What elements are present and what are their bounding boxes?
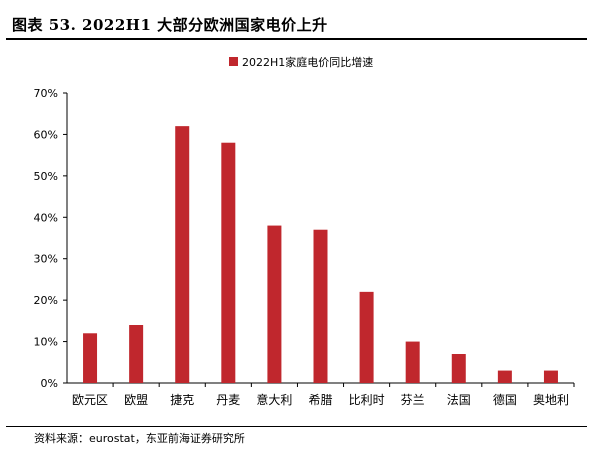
x-tick-label: 法国 bbox=[447, 393, 471, 407]
x-tick-label: 欧盟 bbox=[124, 393, 148, 407]
x-tick-label: 德国 bbox=[493, 392, 517, 407]
x-tick-label: 意大利 bbox=[256, 392, 292, 407]
y-tick-label: 0% bbox=[41, 377, 58, 390]
bar bbox=[175, 126, 190, 384]
x-tick-label: 丹麦 bbox=[216, 393, 240, 407]
y-tick-label: 30% bbox=[34, 253, 58, 266]
y-tick-label: 70% bbox=[34, 87, 58, 100]
bar bbox=[497, 370, 512, 383]
title-row: 图表 53. 2022H1 大部分欧洲国家电价上升 bbox=[6, 6, 587, 40]
bar bbox=[313, 229, 328, 383]
bar bbox=[543, 370, 558, 383]
bar bbox=[129, 325, 144, 383]
x-tick-label: 捷克 bbox=[170, 393, 194, 407]
bar bbox=[405, 341, 420, 383]
legend-swatch bbox=[229, 57, 238, 66]
y-tick-label: 60% bbox=[34, 128, 58, 141]
legend-label: 2022H1家庭电价同比增速 bbox=[242, 55, 373, 69]
bar bbox=[267, 225, 282, 383]
source-divider bbox=[6, 426, 587, 427]
bar-chart: 0% 10% 20% 30% 40% 50% 60% 70% 欧元区 欧盟 捷克 丹麦 意大利 希腊 比利时… bbox=[34, 55, 575, 407]
x-tick-label: 比利时 bbox=[349, 393, 385, 407]
y-tick-label: 50% bbox=[34, 170, 58, 183]
x-tick-label: 欧元区 bbox=[72, 393, 108, 407]
source-note: 资料来源：eurostat，东亚前海证券研究所 bbox=[34, 432, 245, 445]
x-tick-label: 希腊 bbox=[308, 392, 332, 407]
y-tick-label: 20% bbox=[34, 294, 58, 307]
x-tick-label: 芬兰 bbox=[401, 393, 425, 407]
bar bbox=[359, 291, 374, 383]
bar bbox=[451, 354, 466, 383]
chart-area: 0% 10% 20% 30% 40% 50% 60% 70% 欧元区 欧盟 捷克 丹麦 意大利 希腊 比利时… bbox=[0, 40, 593, 425]
y-tick-label: 10% bbox=[34, 336, 58, 349]
y-tick-label: 40% bbox=[34, 211, 58, 224]
bar bbox=[83, 333, 98, 383]
x-tick-label: 奥地利 bbox=[533, 393, 569, 407]
bar bbox=[221, 142, 236, 383]
chart-title: 图表 53. 2022H1 大部分欧洲国家电价上升 bbox=[12, 16, 328, 34]
